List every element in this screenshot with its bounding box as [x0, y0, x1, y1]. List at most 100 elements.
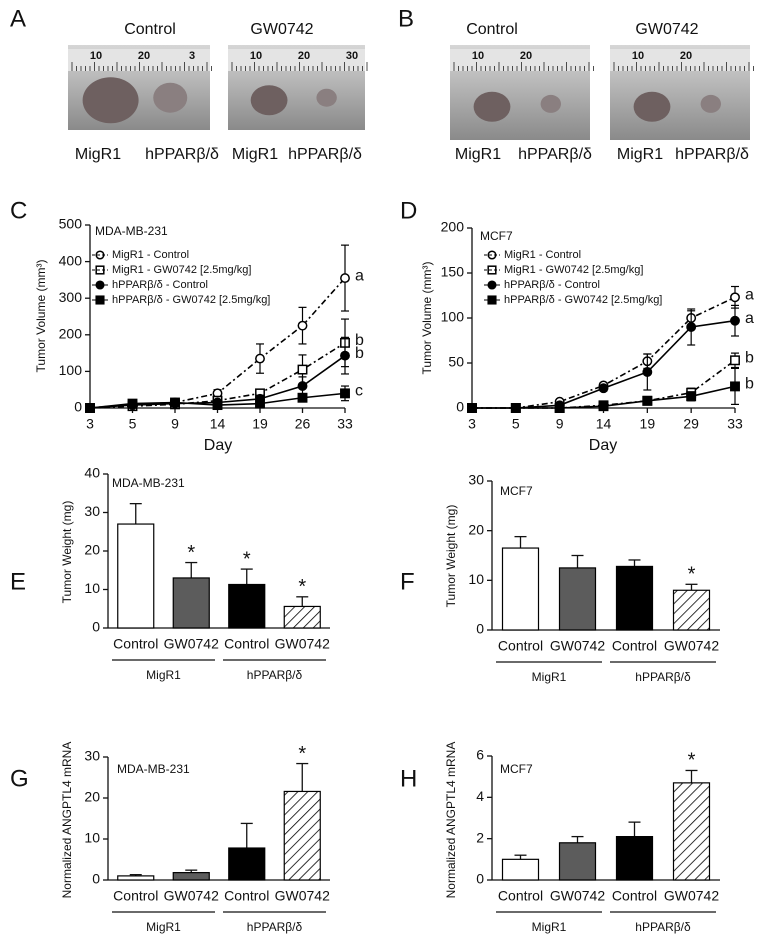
- subtitle: MCF7: [500, 484, 533, 498]
- bar: [117, 875, 155, 881]
- y-tick-label: 4: [476, 788, 484, 804]
- x-tick-label: GW0742: [275, 888, 330, 904]
- significance-letter: c: [355, 383, 363, 400]
- subtitle: MCF7: [500, 762, 533, 776]
- legend-label: MigR1 - Control: [112, 249, 189, 261]
- subtitle: MDA-MB-231: [112, 476, 185, 490]
- y-tick-label: 40: [84, 465, 100, 481]
- significance-star: *: [243, 548, 251, 570]
- x-tick-label: 33: [337, 416, 353, 432]
- ruler-label: 10: [472, 50, 484, 62]
- legend-label: hPPARβ/δ - Control: [504, 279, 600, 291]
- y-tick-label: 100: [59, 362, 83, 378]
- ruler: [228, 49, 365, 71]
- ruler-label: 20: [298, 50, 310, 62]
- x-tick-label: 26: [295, 416, 311, 432]
- x-tick-label: 9: [171, 416, 179, 432]
- x-tick-label: 19: [252, 416, 268, 432]
- bar: [172, 872, 210, 881]
- photo-label: MigR1: [455, 146, 501, 163]
- panel-letter: F: [400, 568, 415, 595]
- y-tick-label: 20: [468, 521, 484, 537]
- marker: [127, 398, 138, 409]
- x-tick-label: Control: [113, 888, 158, 904]
- bar: [615, 835, 654, 881]
- group-label: hPPARβ/δ: [247, 920, 303, 934]
- tumor: [700, 94, 721, 113]
- ruler: [610, 49, 750, 71]
- y-tick-label: 30: [468, 472, 484, 488]
- tumor: [153, 82, 188, 113]
- panel-letter: H: [400, 765, 417, 792]
- ruler-label: 30: [346, 50, 358, 62]
- group-label: MigR1: [146, 920, 181, 934]
- marker: [255, 353, 265, 364]
- marker: [340, 388, 350, 399]
- x-tick-label: 9: [556, 416, 564, 432]
- marker: [85, 403, 95, 413]
- bar: [283, 790, 321, 881]
- y-axis-title: Normalized ANGPTL4 mRNA: [444, 742, 458, 899]
- bar: [615, 565, 654, 631]
- significance-letter: b: [355, 345, 364, 362]
- y-tick-label: 0: [92, 871, 100, 887]
- panel-letter: G: [10, 765, 29, 792]
- x-tick-label: GW0742: [164, 888, 219, 904]
- panel-letter: C: [10, 197, 27, 224]
- y-tick-label: 30: [84, 748, 100, 764]
- y-tick-label: 10: [84, 830, 100, 846]
- bar: [172, 577, 210, 629]
- ruler: [68, 49, 210, 71]
- subtitle: MDA-MB-231: [95, 224, 168, 238]
- bar: [228, 847, 266, 881]
- significance-letter: a: [355, 267, 364, 284]
- bar: [672, 782, 711, 881]
- significance-star: *: [298, 576, 306, 598]
- bar: [283, 605, 321, 629]
- marker: [642, 395, 653, 406]
- marker: [598, 401, 609, 412]
- marker: [340, 273, 350, 284]
- tumor: [250, 85, 288, 116]
- y-axis-title: Tumor Volume (mm³): [420, 262, 434, 375]
- x-tick-label: 5: [512, 416, 520, 432]
- y-axis-title: Tumor Weight (mg): [60, 501, 74, 604]
- photo-label: hPPARβ/δ: [145, 146, 219, 163]
- marker: [297, 320, 308, 331]
- y-tick-label: 300: [59, 289, 83, 305]
- bar: [501, 858, 540, 881]
- significance-letter: b: [745, 376, 754, 393]
- ruler-label: 20: [680, 50, 692, 62]
- panel-letter: E: [10, 568, 26, 595]
- panel-letter: B: [398, 5, 414, 32]
- x-tick-label: Control: [224, 888, 269, 904]
- photo-title: Control: [124, 21, 176, 38]
- marker: [255, 398, 265, 409]
- subtitle: MDA-MB-231: [117, 762, 190, 776]
- x-tick-label: 14: [596, 416, 612, 432]
- bar: [501, 547, 540, 631]
- ruler-label: 10: [250, 50, 262, 62]
- significance-star: *: [688, 564, 696, 586]
- y-tick-label: 10: [84, 580, 100, 596]
- photo-label: hPPARβ/δ: [675, 146, 749, 163]
- y-tick-label: 0: [92, 619, 100, 635]
- y-tick-label: 400: [59, 252, 83, 268]
- y-tick-label: 2: [476, 829, 484, 845]
- legend-label: MigR1 - GW0742 [2.5mg/kg]: [112, 264, 251, 276]
- x-tick-label: 3: [86, 416, 94, 432]
- tumor: [540, 94, 561, 113]
- marker: [297, 364, 308, 375]
- panel-letter: D: [400, 197, 417, 224]
- ruler: [450, 49, 590, 71]
- marker: [340, 350, 350, 361]
- x-tick-label: 19: [640, 416, 656, 432]
- tumor: [633, 91, 671, 122]
- y-tick-label: 0: [456, 399, 464, 415]
- y-axis-title: Normalized ANGPTL4 mRNA: [60, 742, 74, 899]
- group-label: MigR1: [532, 920, 567, 934]
- marker: [212, 400, 223, 411]
- y-tick-label: 20: [84, 542, 100, 558]
- bar: [117, 523, 155, 629]
- marker: [467, 403, 477, 413]
